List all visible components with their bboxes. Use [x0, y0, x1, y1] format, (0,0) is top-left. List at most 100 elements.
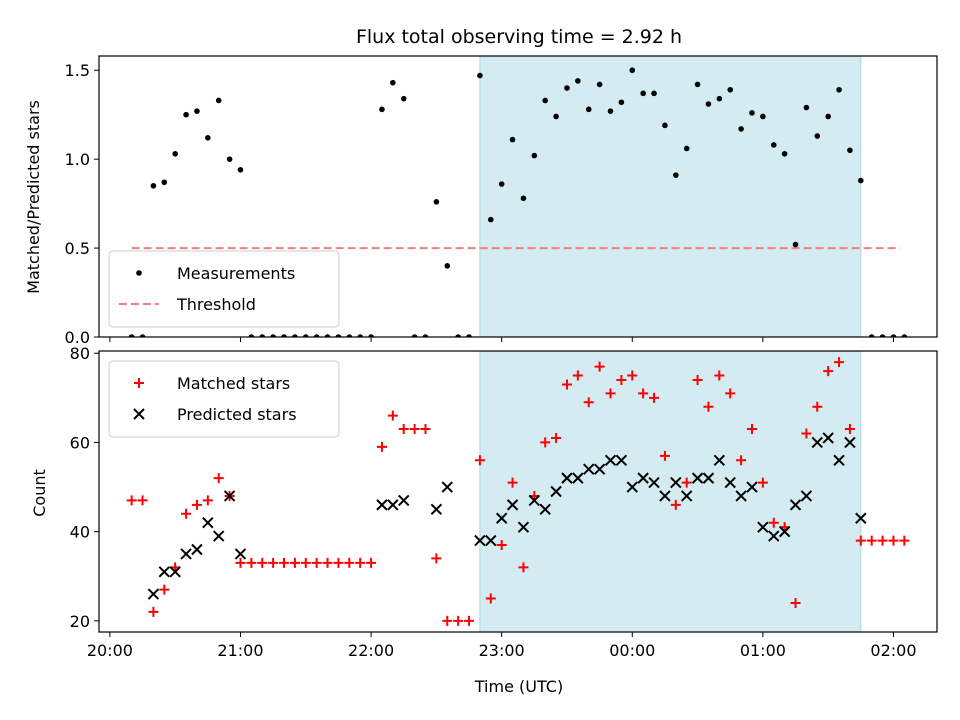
measurement-point — [760, 113, 766, 120]
matched-point — [333, 557, 344, 568]
predicted-point — [158, 566, 171, 578]
predicted-point — [572, 472, 584, 484]
measurement-point — [346, 334, 353, 337]
measurement-point — [727, 86, 734, 93]
measurement-point — [313, 334, 320, 337]
measurement-point — [248, 334, 255, 337]
data-layer — [128, 67, 908, 337]
predicted-point — [844, 436, 856, 449]
matched-point — [257, 557, 268, 568]
predicted-point — [637, 472, 649, 484]
matched-point — [366, 557, 377, 568]
predicted-point — [539, 503, 551, 516]
predicted-point — [593, 463, 606, 475]
measurement-point — [651, 90, 657, 97]
measurement-point — [694, 81, 701, 88]
y-tick-label: 0.5 — [65, 239, 90, 258]
predicted-point — [746, 481, 758, 493]
matched-point — [344, 557, 355, 568]
matched-point — [627, 370, 638, 381]
legend-label: Measurements — [177, 264, 295, 283]
legend-marker — [134, 378, 144, 388]
predicted-point — [180, 548, 192, 560]
measurement-point — [792, 241, 799, 248]
predicted-point — [757, 521, 769, 533]
matched-point — [714, 370, 725, 381]
measurement-point — [281, 334, 287, 337]
measurement-point — [770, 142, 777, 148]
matched-point — [551, 432, 562, 443]
measurement-point — [585, 106, 592, 113]
measurement-point — [205, 135, 211, 141]
predicted-point — [213, 530, 225, 542]
measurement-point — [553, 113, 559, 120]
measurement-point — [520, 195, 527, 202]
matched-point — [355, 557, 366, 568]
y-tick-label: 1.5 — [65, 61, 90, 80]
measurement-point — [390, 79, 396, 86]
legend-box — [108, 250, 340, 328]
legend: Measurements Threshold — [108, 250, 340, 328]
measurement-point — [215, 97, 222, 104]
predicted-point — [789, 499, 802, 511]
measurement-point — [444, 263, 451, 269]
measurement-point — [400, 95, 407, 102]
matched-point — [572, 370, 583, 381]
measurement-point — [379, 106, 385, 113]
axes-frame — [98, 55, 938, 338]
predicted-point — [713, 454, 726, 466]
predicted-point — [615, 454, 628, 466]
measurement-point — [487, 216, 494, 223]
measurement-point — [738, 126, 744, 132]
predicted-point — [702, 472, 715, 484]
measurement-point — [673, 172, 679, 178]
matched-point — [126, 495, 137, 506]
matched-point — [757, 477, 768, 488]
measurement-point — [716, 95, 723, 102]
measurement-point — [781, 151, 788, 157]
predicted-point — [768, 530, 780, 542]
matched-point — [616, 374, 627, 385]
matched-point — [289, 557, 300, 568]
measurement-point — [564, 85, 570, 91]
measurement-point — [368, 334, 374, 337]
predicted-point — [604, 454, 617, 466]
predicted-point — [441, 481, 453, 493]
matched-point — [518, 562, 529, 573]
measurement-point — [433, 199, 440, 205]
measurement-point — [531, 152, 538, 159]
predicted-point — [778, 525, 791, 538]
predicted-point — [506, 499, 519, 511]
matched-point — [638, 388, 649, 399]
matched-point — [159, 584, 170, 595]
matched-point — [855, 535, 866, 546]
bottom-panel: 20 40 60 80 20:00 21:00 22:00 23:00 00:00 01:00 02… — [70, 344, 938, 660]
predicted-point — [735, 490, 747, 502]
matched-point — [823, 366, 834, 377]
predicted-point — [474, 534, 486, 547]
y-tick-label: 20 — [70, 612, 90, 631]
legend-label: Threshold — [176, 295, 256, 314]
predicted-point — [583, 463, 595, 475]
matched-point — [464, 615, 475, 626]
matched-point — [322, 557, 333, 568]
matched-point — [844, 424, 855, 435]
measurement-point — [749, 110, 755, 116]
matched-point — [812, 401, 823, 412]
measurement-point — [183, 111, 189, 118]
predicted-point — [855, 512, 867, 524]
matched-point — [213, 473, 224, 484]
matched-point — [790, 598, 801, 609]
matched-point — [246, 557, 257, 568]
legend-marker — [136, 270, 142, 276]
measurement-point — [139, 334, 146, 337]
measurement-point — [879, 334, 886, 337]
measurement-point — [411, 334, 418, 337]
predicted-point — [234, 548, 247, 560]
predicted-point — [550, 485, 562, 498]
matched-point — [594, 361, 605, 372]
matched-point — [409, 424, 420, 435]
matched-point — [801, 428, 812, 439]
measurement-point — [335, 334, 342, 337]
predicted-point — [680, 490, 693, 502]
